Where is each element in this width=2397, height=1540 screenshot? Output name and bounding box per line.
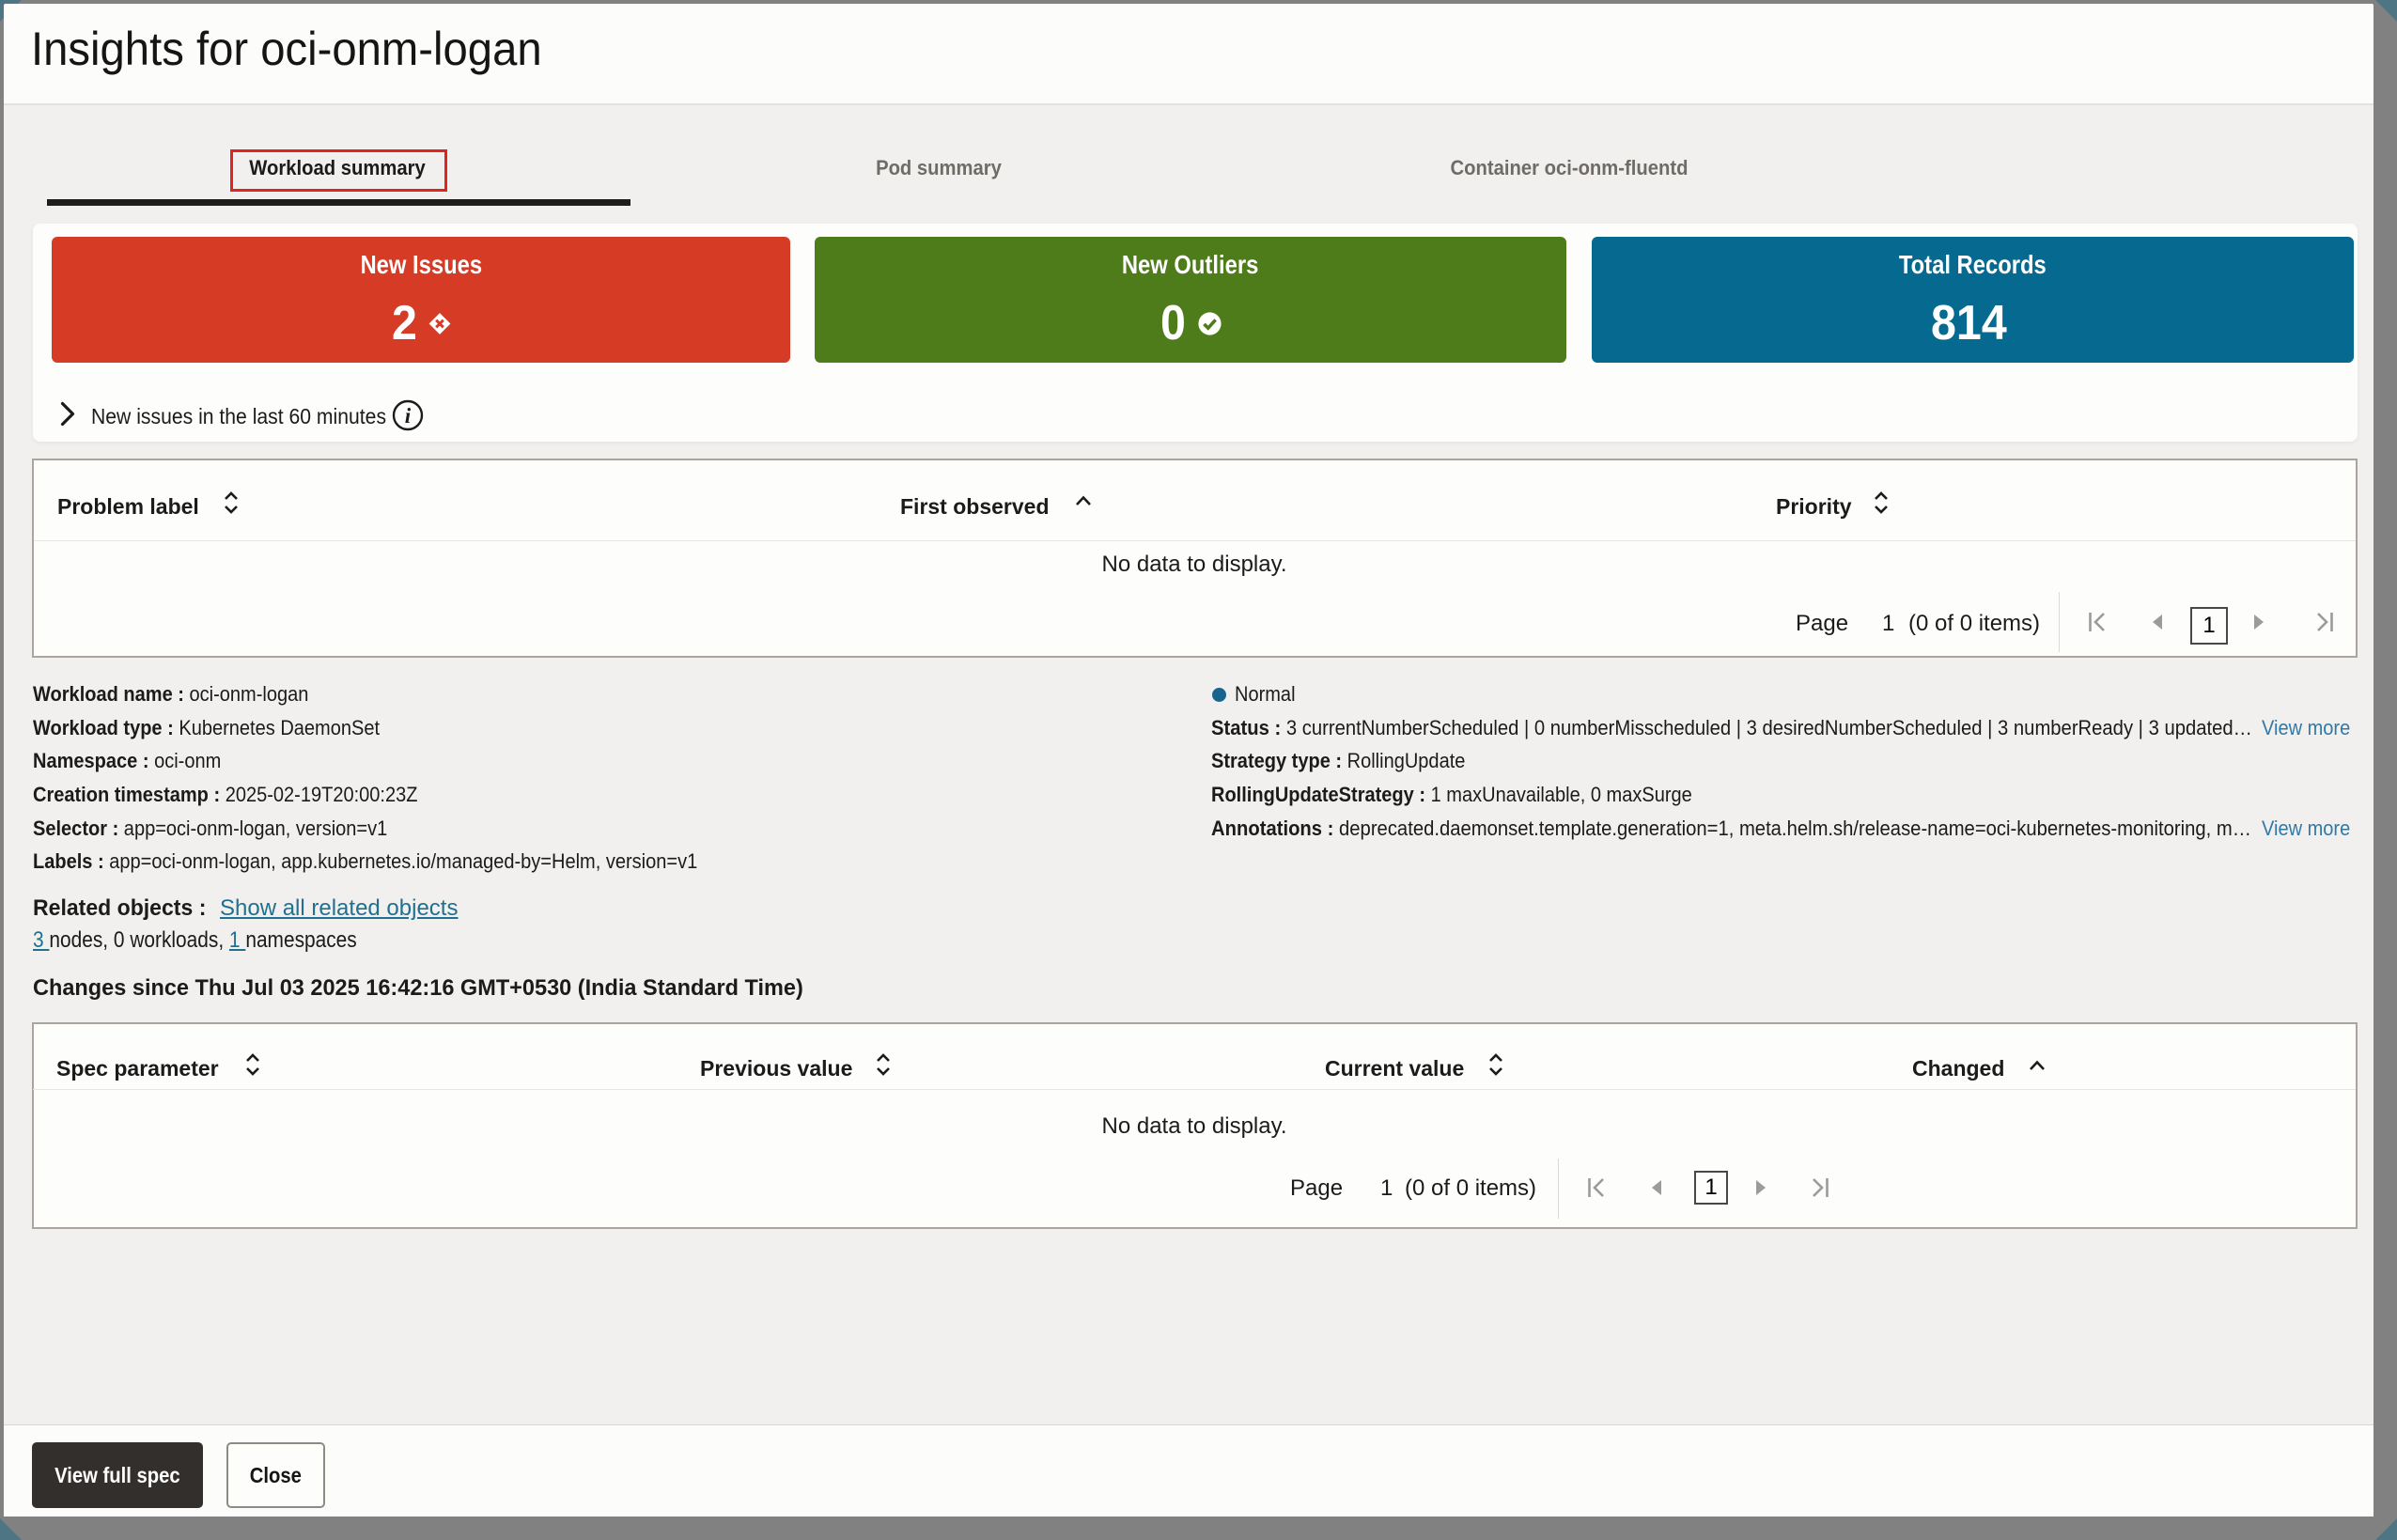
svg-text:i: i: [405, 404, 412, 428]
